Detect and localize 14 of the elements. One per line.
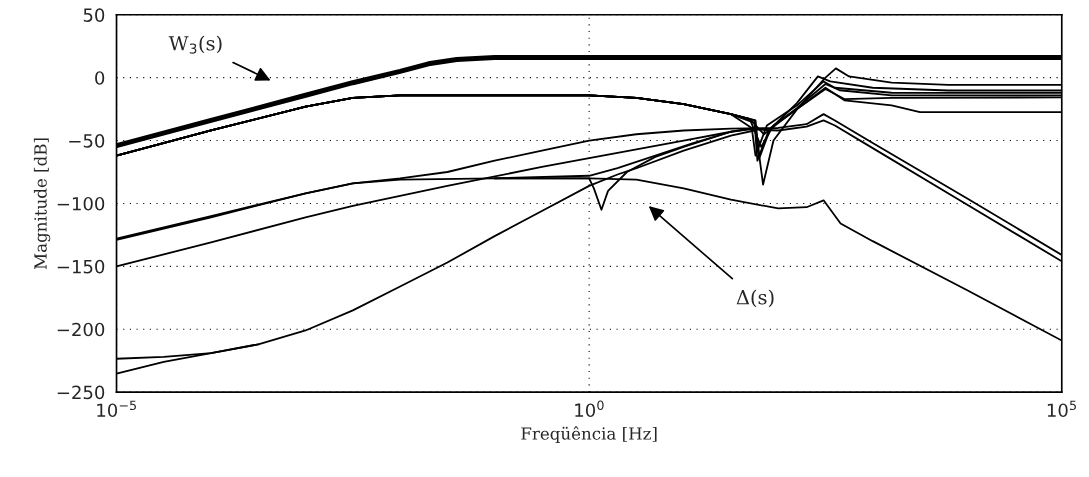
- y-tick-label: −100: [57, 196, 105, 211]
- annotation: Δ(s): [736, 289, 774, 308]
- y-tick-label: 50: [83, 8, 105, 22]
- y-tick-label: −50: [69, 134, 105, 148]
- y-tick-label: −200: [57, 322, 105, 337]
- x-tick-label: 10$^{0}$: [575, 400, 604, 418]
- annotation: W$_{3}$(s): [168, 35, 222, 54]
- y-tick-label: −250: [57, 385, 105, 400]
- y-axis-title: Magnitude [dB]: [33, 138, 51, 270]
- x-tick-label: 10$^{5}$: [1047, 400, 1076, 418]
- x-axis-title: Freqüência [Hz]: [521, 426, 657, 444]
- x-tick-label: 10$^{−5}$: [97, 400, 136, 418]
- y-tick-label: 0: [95, 71, 105, 85]
- y-tick-label: −150: [57, 259, 105, 274]
